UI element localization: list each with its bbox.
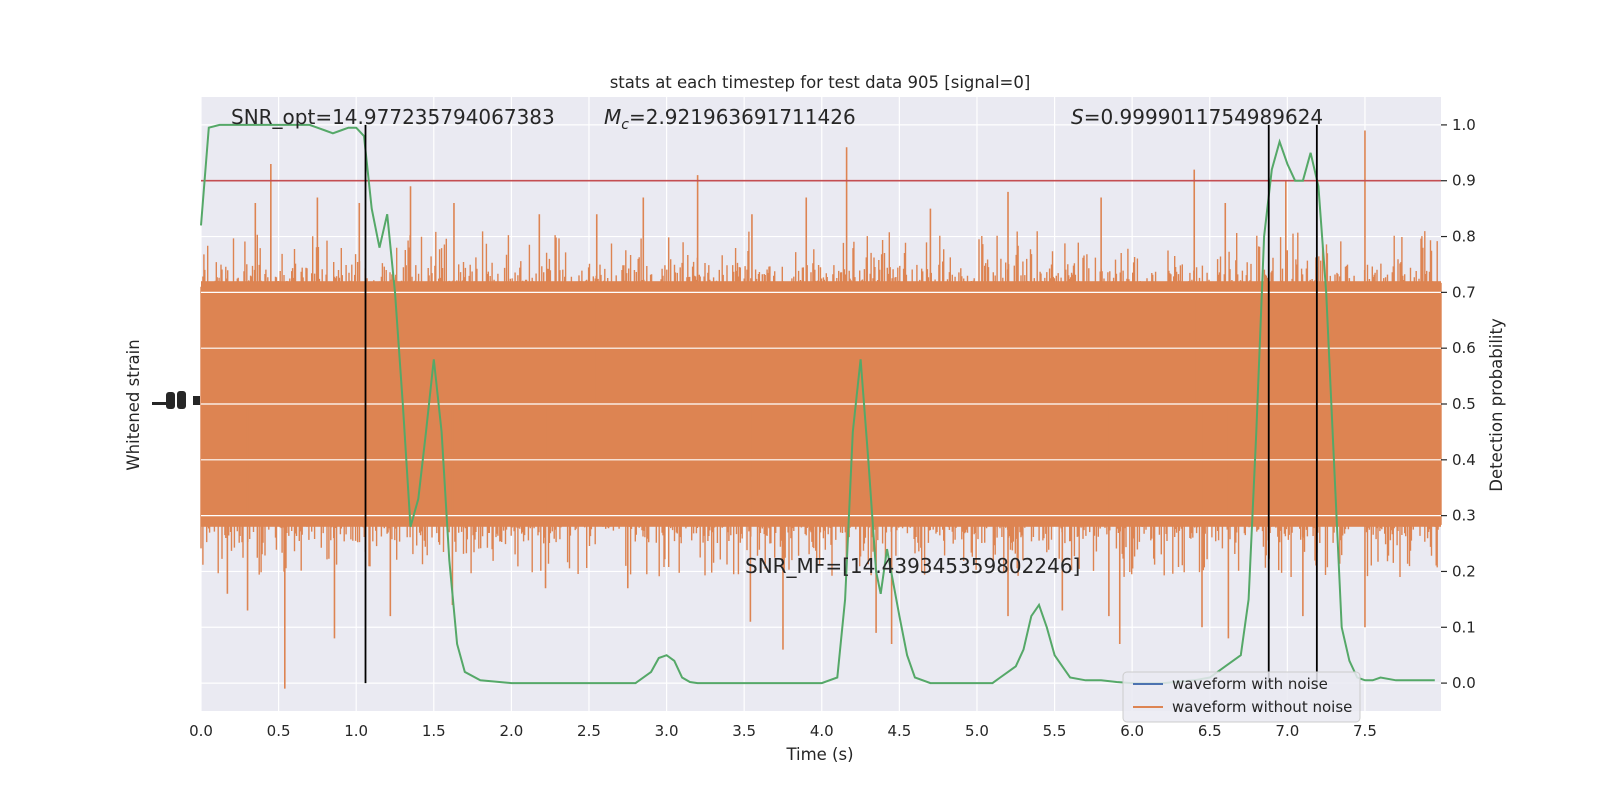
x-axis-ticks: 0.0 0.5 1.0 1.5 2.0 2.5 3.0 3.5 4.0 4.5 5.0 5.5 6.0 6… (189, 722, 1377, 740)
y-tick-label: 0.0 (1452, 674, 1476, 692)
x-tick-label: 6.5 (1198, 722, 1222, 740)
legend-box (1122, 671, 1361, 723)
snr-opt-annotation: SNR_opt=14.977235794067383 (231, 105, 555, 129)
x-tick-label: 6.0 (1120, 722, 1144, 740)
x-tick-label: 2.5 (577, 722, 601, 740)
y-tick-label: 0.2 (1452, 562, 1476, 580)
snr-mf-annotation: SNR_MF=[14.439345359802246] (745, 554, 1080, 578)
score-annotation: S=0.9999011754989624 (1071, 105, 1323, 129)
left-axis-tick-smudge (152, 391, 200, 409)
x-tick-label: 4.5 (887, 722, 911, 740)
left-y-axis-label: Whitened strain (124, 339, 143, 470)
x-tick-label: 3.5 (732, 722, 756, 740)
legend-label-with-noise: waveform with noise (1172, 675, 1328, 693)
y-tick-label: 0.7 (1452, 283, 1476, 301)
x-tick-label: 7.0 (1275, 722, 1299, 740)
y-tick-label: 0.9 (1452, 172, 1476, 190)
x-tick-label: 1.0 (344, 722, 368, 740)
chart-title: stats at each timestep for test data 905… (610, 73, 1031, 92)
chirp-mass-annotation: Mc=2.921963691711426 (604, 105, 856, 133)
right-y-axis-label: Detection probability (1487, 318, 1506, 492)
y-right-axis-ticks: 0.0 0.1 0.2 0.3 0.4 0.5 0.6 0.7 0.8 0.9 1.0 (1441, 116, 1476, 692)
y-tick-label: 0.8 (1452, 228, 1476, 246)
detection-probability-line (200, 123, 1435, 685)
x-tick-label: 2.0 (499, 722, 523, 740)
y-tick-label: 0.1 (1452, 618, 1476, 636)
detection-probability-series (200, 123, 1435, 685)
x-axis-label: Time (s) (785, 745, 853, 764)
x-tick-label: 5.0 (965, 722, 989, 740)
x-tick-label: 4.0 (810, 722, 834, 740)
legend-label-without-noise: waveform without noise (1172, 698, 1352, 716)
y-tick-label: 1.0 (1452, 116, 1476, 134)
y-tick-label: 0.5 (1452, 395, 1476, 413)
legend: waveform with noise waveform without noi… (1122, 671, 1361, 723)
x-tick-label: 7.5 (1353, 722, 1377, 740)
y-tick-label: 0.6 (1452, 339, 1476, 357)
event-markers (364, 124, 1318, 684)
y-tick-label: 0.4 (1452, 451, 1476, 469)
x-tick-label: 0.5 (267, 722, 291, 740)
x-tick-label: 3.0 (655, 722, 679, 740)
x-tick-label: 5.5 (1043, 722, 1067, 740)
x-tick-label: 1.5 (422, 722, 446, 740)
x-tick-label: 0.0 (189, 722, 213, 740)
y-tick-label: 0.3 (1452, 507, 1476, 525)
